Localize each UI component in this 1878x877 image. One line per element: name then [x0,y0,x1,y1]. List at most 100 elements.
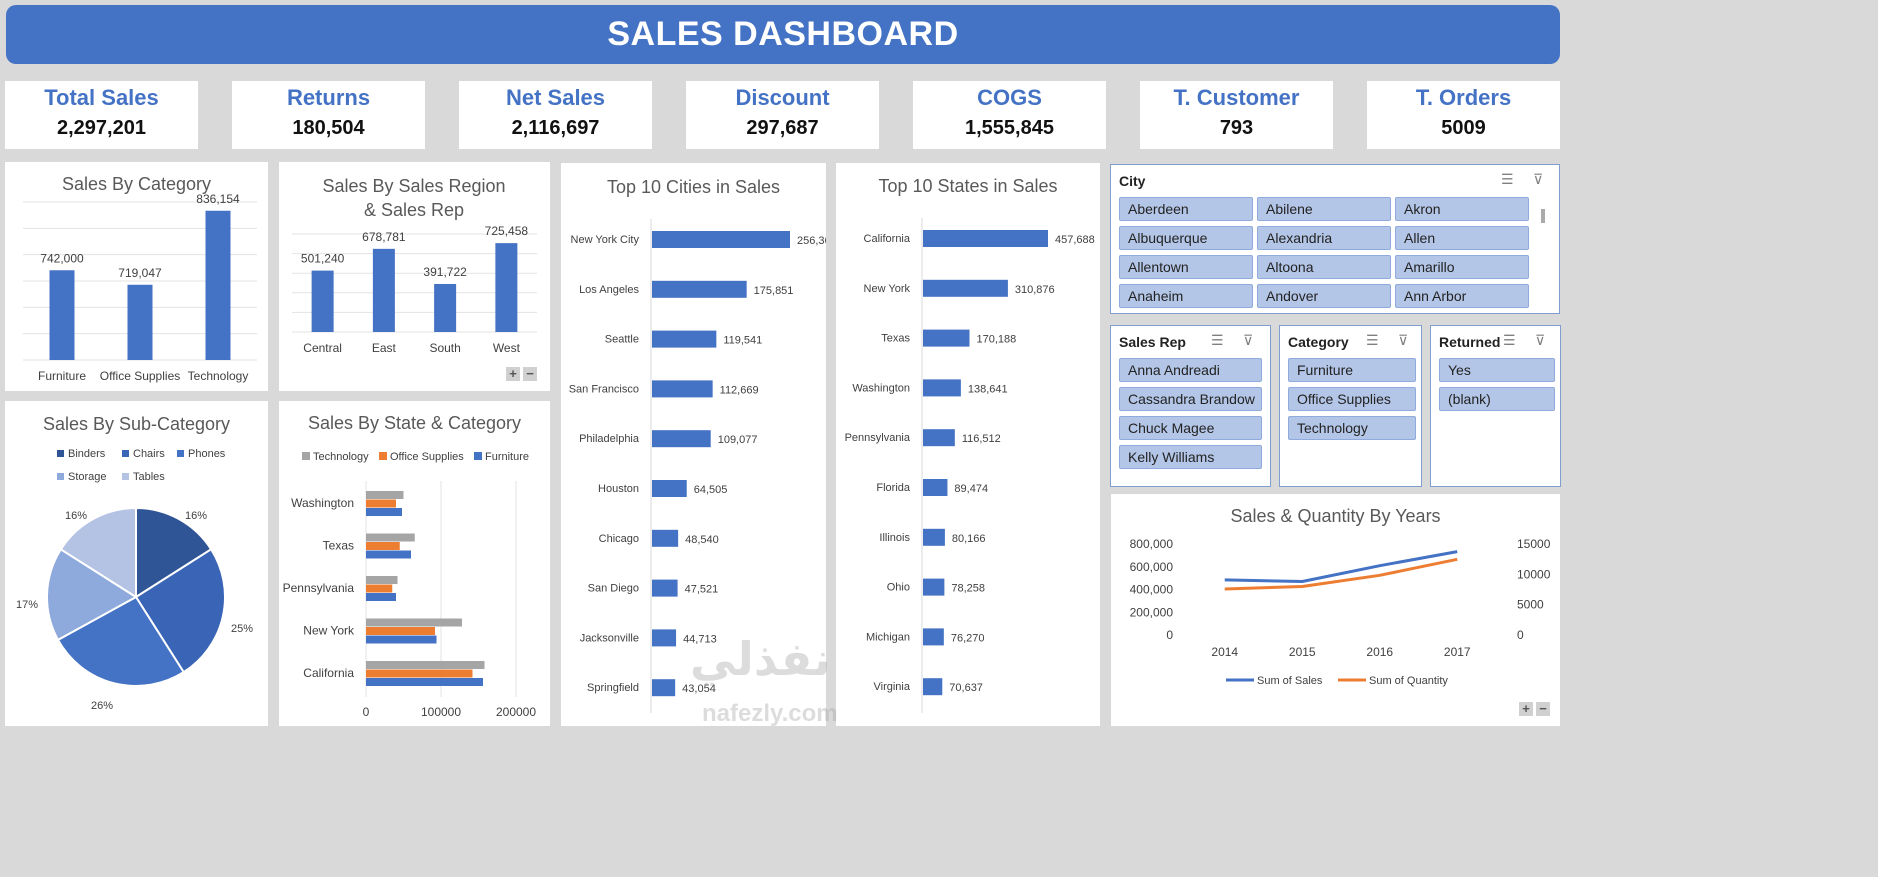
kpi-value: 2,297,201 [57,117,146,139]
bar-new-york-city [652,231,790,248]
bar-texas [923,329,970,347]
city-slicer[interactable]: City ☰ ⊽ Aberdeen Abilene Akron Albuquerque… [1110,164,1560,314]
slicer-item-yes[interactable]: Yes [1439,358,1555,382]
slicer-item-anna-andreadi[interactable]: Anna Andreadi [1119,358,1262,382]
data-label: 48,540 [685,534,719,546]
slicer-item-andover[interactable]: Andover [1257,284,1391,308]
slicer-item-altoona[interactable]: Altoona [1257,255,1391,279]
zoom-in-button[interactable]: + [1519,702,1533,716]
legend-swatch [57,450,64,457]
scrollbar-thumb[interactable] [1541,209,1545,223]
slicer-item-chuck-magee[interactable]: Chuck Magee [1119,416,1262,440]
bar-new-york [923,279,1008,297]
slice-label: 16% [65,510,87,522]
slicer-item-cassandra-brandow[interactable]: Cassandra Brandow [1119,387,1262,411]
legend-label: Tables [133,471,165,483]
sales-by-region-chart: 501,240 Central 678,781 East 391,722 South 725… [292,224,537,355]
bar-ohio [923,578,945,596]
bar-new-york-technology [366,618,462,627]
x-tick-label: 2017 [1444,645,1471,659]
bar-seattle [652,330,717,348]
bar-washington-technology [366,491,404,499]
slicer-item-allentown[interactable]: Allentown [1119,255,1253,279]
tick-label: 100000 [421,705,461,719]
clear-filter-icon[interactable]: ⊽ [1535,332,1546,348]
clear-filter-icon[interactable]: ⊽ [1398,332,1409,348]
data-label: 70,637 [949,682,983,694]
data-label: 170,188 [976,334,1016,346]
slicer-item-aberdeen[interactable]: Aberdeen [1119,197,1253,221]
zoom-out-button[interactable]: − [523,367,537,381]
left-tick-label: 800,000 [1130,537,1174,551]
zoom-out-button[interactable]: − [1536,702,1550,716]
slicer-item-abilene[interactable]: Abilene [1257,197,1391,221]
multiselect-icon[interactable]: ☰ [1503,332,1516,348]
kpi-card-t-customer: T. Customer 793 [1140,81,1333,149]
bar-los-angeles [652,280,747,298]
legend-label: Sum of Quantity [1369,675,1448,687]
returned-slicer[interactable]: Returned ☰ ⊽ Yes (blank) [1430,325,1561,487]
kpi-card-cogs: COGS 1,555,845 [913,81,1106,149]
multiselect-icon[interactable]: ☰ [1501,171,1514,187]
top-cities-chart: New York City 256,368 Los Angeles 175,851 Se… [569,219,837,713]
slicer-item-kelly-williams[interactable]: Kelly Williams [1119,445,1262,469]
category-slicer[interactable]: Category ☰ ⊽ Furniture Office Supplies Tec… [1279,325,1422,487]
x-tick-label: 2016 [1366,645,1393,659]
category-label: Ohio [887,582,910,594]
tick-label: 0 [363,705,370,719]
slicer-item-allen[interactable]: Allen [1395,226,1529,250]
legend-swatch [122,450,129,457]
clear-filter-icon[interactable]: ⊽ [1243,332,1254,348]
bar-springfield [652,679,676,697]
slicer-item-ann-arbor[interactable]: Ann Arbor [1395,284,1529,308]
slicer-item-blank[interactable]: (blank) [1439,387,1555,411]
zoom-in-button[interactable]: + [506,367,520,381]
top-states-panel: Top 10 States in Sales California 457,688… [836,163,1100,726]
slicer-item-office-supplies[interactable]: Office Supplies [1288,387,1416,411]
bar-chicago [652,529,679,547]
left-tick-label: 200,000 [1130,605,1174,619]
watermark-logo: نفذلي [690,632,831,686]
kpi-label: Discount [735,85,830,110]
slicer-item-anaheim[interactable]: Anaheim [1119,284,1253,308]
category-label: East [372,341,397,355]
category-label: California [864,233,911,245]
multiselect-icon[interactable]: ☰ [1366,332,1379,348]
bar-pennsylvania-office-supplies [366,584,393,593]
category-label: Pennsylvania [283,581,355,595]
bar-california [923,230,1048,247]
slicer-item-akron[interactable]: Akron [1395,197,1529,221]
returned-slicer-header: Returned [1439,334,1501,350]
pie-slice-phones [56,595,186,687]
kpi-value: 1,555,845 [965,117,1054,139]
slicer-item-technology[interactable]: Technology [1288,416,1416,440]
category-label: Springfield [587,682,639,694]
category-label: Virginia [874,681,911,693]
category-label: Illinois [879,532,910,544]
sales-quantity-years-chart: 0 200,000 400,000 600,000 800,000 0 5000 10000 1… [1130,537,1551,687]
clear-filter-icon[interactable]: ⊽ [1533,171,1544,187]
bar-pennsylvania [923,429,955,447]
data-label: 256,368 [797,235,826,247]
slicer-item-albuquerque[interactable]: Albuquerque [1119,226,1253,250]
legend-label: Sum of Sales [1257,675,1323,687]
slicer-item-amarillo[interactable]: Amarillo [1395,255,1529,279]
legend-label: Phones [188,448,226,460]
data-label: 742,000 [40,251,84,265]
bar-office-supplies [127,284,153,360]
category-label: Florida [876,482,911,494]
kpi-value: 297,687 [746,117,819,139]
category-label: Technology [188,369,249,383]
watermark-url: nafezly.com [702,700,838,727]
bar-pennsylvania-technology [366,576,398,584]
sales-rep-slicer[interactable]: Sales Rep ☰ ⊽ Anna Andreadi Cassandra Bra… [1110,325,1271,487]
category-label: California [303,666,354,680]
category-label: South [429,341,460,355]
sales-by-category-panel: Sales By Category 742,000 Furniture 719,04… [5,162,268,391]
bar-san-diego [652,579,678,597]
data-label: 678,781 [362,230,406,244]
slicer-item-furniture[interactable]: Furniture [1288,358,1416,382]
multiselect-icon[interactable]: ☰ [1211,332,1224,348]
slicer-item-alexandria[interactable]: Alexandria [1257,226,1391,250]
kpi-value: 180,504 [292,117,365,139]
